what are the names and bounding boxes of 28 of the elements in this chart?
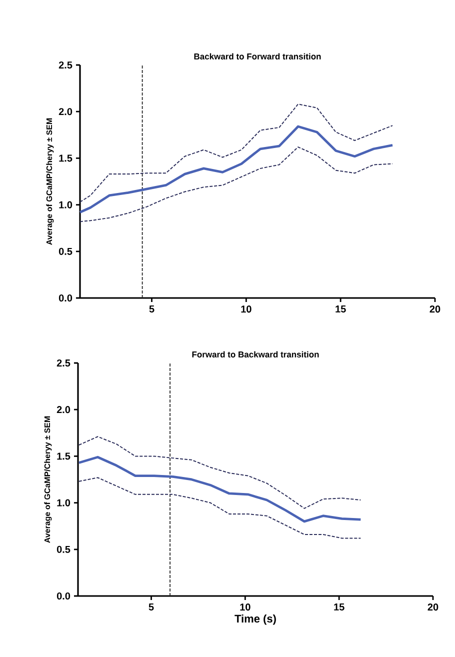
x-axis-title: Time (s) xyxy=(234,614,276,625)
y-tick-label: 0.0 xyxy=(56,592,70,600)
x-tick-label: 5 xyxy=(149,306,154,313)
y-axis-title: Average of GCaMP/Cheryy ± SEM xyxy=(44,416,52,543)
y-axis-title: Average of GCaMP/Cheryy ± SEM xyxy=(46,118,54,245)
x-tick-label: 20 xyxy=(428,604,438,611)
x-tick-label: 20 xyxy=(430,306,440,313)
x-tick-label: 10 xyxy=(240,604,250,611)
y-tick-label: 1.5 xyxy=(59,154,72,162)
y-tick-label: 0.5 xyxy=(56,546,70,553)
x-tick-label: 15 xyxy=(336,306,346,313)
line-series xyxy=(80,104,394,203)
chart-title: Backward to Forward transition xyxy=(194,53,321,60)
y-tick-label: 1.5 xyxy=(57,452,70,460)
y-tick-label: 2.5 xyxy=(58,61,72,69)
x-tick-label: 15 xyxy=(334,604,344,610)
y-tick-label: 0.5 xyxy=(58,248,72,255)
line-series xyxy=(78,456,362,523)
x-tick-label: 10 xyxy=(241,306,252,313)
y-tick-label: 2.0 xyxy=(58,108,72,116)
y-tick-label: 0.0 xyxy=(58,294,72,302)
chart-title: Forward to Backward transition xyxy=(192,351,319,358)
y-tick-label: 1.0 xyxy=(57,499,70,506)
y-tick-label: 2.5 xyxy=(56,359,70,367)
line-series xyxy=(78,436,362,509)
y-tick-label: 2.0 xyxy=(56,406,70,414)
y-tick-label: 1.0 xyxy=(59,201,72,208)
x-tick-label: 5 xyxy=(148,604,154,610)
